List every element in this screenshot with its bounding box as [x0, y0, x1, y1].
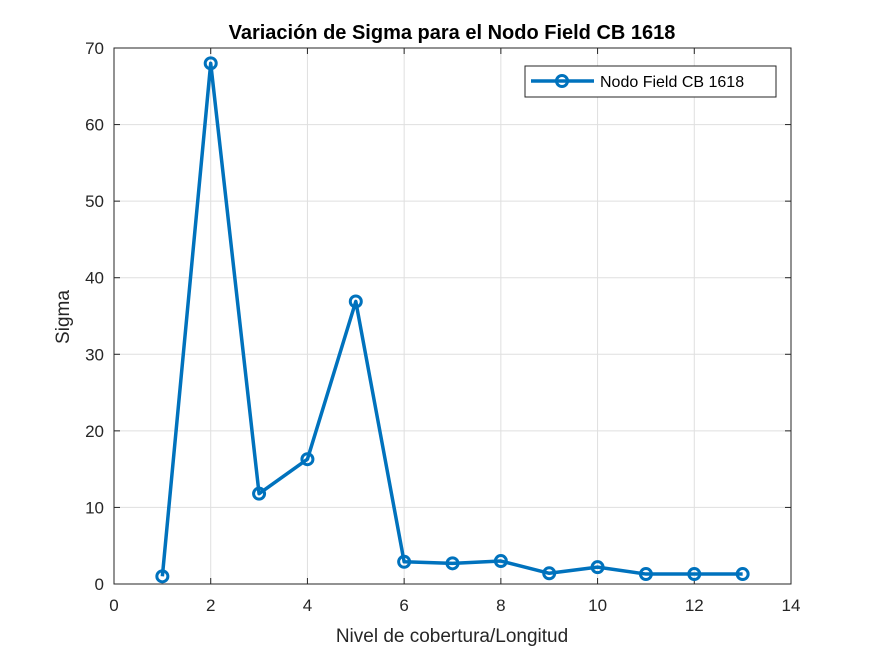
y-axis-ticks: 0 10 20 30 40 50 60 70 — [85, 39, 791, 594]
legend-series-marker — [555, 74, 569, 88]
y-tick-label: 60 — [85, 116, 104, 135]
legend: Nodo Field CB 1618 — [524, 65, 777, 98]
y-tick-label: 50 — [85, 192, 104, 211]
x-tick-label: 6 — [399, 596, 408, 615]
data-point — [542, 566, 557, 581]
data-point — [638, 567, 653, 582]
data-point — [252, 486, 267, 501]
y-tick-label: 20 — [85, 422, 104, 441]
data-point — [155, 569, 170, 584]
data-point — [300, 452, 315, 467]
x-tick-label: 10 — [588, 596, 607, 615]
data-point — [687, 567, 702, 582]
legend-series-label: Nodo Field CB 1618 — [600, 74, 744, 91]
data-point — [203, 56, 218, 71]
y-tick-label: 0 — [95, 575, 104, 594]
y-tick-label: 70 — [85, 39, 104, 58]
chart-title: Variación de Sigma para el Nodo Field CB… — [229, 22, 676, 44]
x-axis-ticks: 0 2 4 6 8 10 12 14 — [109, 48, 800, 615]
series-line — [160, 61, 743, 577]
y-axis-label: Sigma — [53, 290, 74, 344]
data-point — [590, 560, 605, 575]
data-point — [397, 554, 412, 569]
x-tick-label: 14 — [782, 596, 801, 615]
y-tick-label: 30 — [85, 345, 104, 364]
x-axis-label: Nivel de cobertura/Longitud — [336, 626, 568, 647]
plot-area — [114, 48, 791, 584]
x-tick-label: 4 — [303, 596, 312, 615]
x-tick-label: 12 — [685, 596, 704, 615]
data-point — [735, 567, 750, 582]
y-tick-label: 10 — [85, 498, 104, 517]
x-tick-label: 2 — [206, 596, 215, 615]
data-point — [348, 294, 363, 309]
axes-box — [113, 47, 792, 585]
y-tick-label: 40 — [85, 269, 104, 288]
x-tick-label: 8 — [496, 596, 505, 615]
series-layer — [155, 56, 750, 584]
x-tick-label: 0 — [109, 596, 118, 615]
data-point — [445, 556, 460, 571]
data-point — [493, 554, 508, 569]
